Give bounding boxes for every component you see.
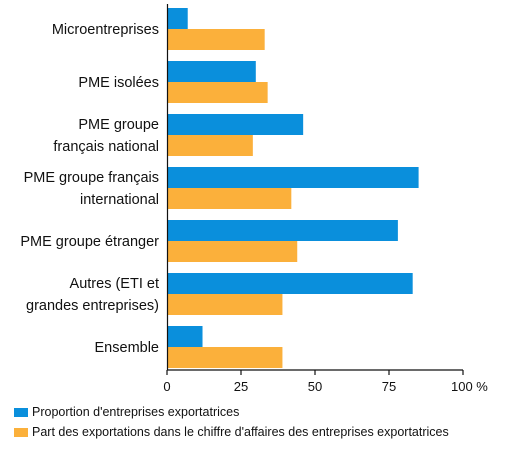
legend-label-series-1: Proportion d'entreprises exportatrices <box>32 405 240 419</box>
category-label-4-line-2: international <box>80 192 159 208</box>
category-label-3-line-1: PME groupe <box>78 117 159 133</box>
category-label-4-line-1: PME groupe français <box>24 170 159 186</box>
bar-series-2-cat-2 <box>167 82 268 103</box>
bar-series-1-cat-7 <box>167 326 203 347</box>
bar-series-2-cat-5 <box>167 241 298 262</box>
legend-item-series-1: Proportion d'entreprises exportatrices <box>14 404 239 420</box>
category-label-5: PME groupe étranger <box>20 234 159 250</box>
bar-series-2-cat-7 <box>167 347 283 368</box>
bar-series-2-cat-3 <box>167 135 253 156</box>
bar-series-2-cat-1 <box>167 29 265 50</box>
bar-series-1-cat-2 <box>167 61 256 82</box>
category-label-3-line-2: français national <box>53 139 159 155</box>
category-label-6-line-1: Autres (ETI et <box>70 276 159 292</box>
x-tick-label-1: 0 <box>163 379 170 394</box>
category-label-2: PME isolées <box>78 75 159 91</box>
category-label-7: Ensemble <box>95 340 159 356</box>
x-tick-label-2: 25 <box>234 379 248 394</box>
legend-swatch-series-2 <box>14 427 28 437</box>
bar-series-2-cat-4 <box>167 188 292 209</box>
bar-series-1-cat-1 <box>167 8 188 29</box>
legend-item-series-2: Part des exportations dans le chiffre d'… <box>14 424 449 440</box>
category-label-6-line-2: grandes entreprises) <box>26 298 159 314</box>
bar-series-1-cat-5 <box>167 220 398 241</box>
legend-swatch-series-1 <box>14 407 28 417</box>
bar-series-1-cat-6 <box>167 273 413 294</box>
x-tick-label-4: 75 <box>382 379 396 394</box>
x-tick-label-3: 50 <box>308 379 322 394</box>
bar-series-1-cat-3 <box>167 114 304 135</box>
bar-series-1-cat-4 <box>167 167 419 188</box>
category-label-1: Microentreprises <box>52 22 159 38</box>
legend-label-series-2: Part des exportations dans le chiffre d'… <box>32 425 449 439</box>
x-tick-label-5: 100 % <box>451 379 488 394</box>
bar-series-2-cat-6 <box>167 294 283 315</box>
